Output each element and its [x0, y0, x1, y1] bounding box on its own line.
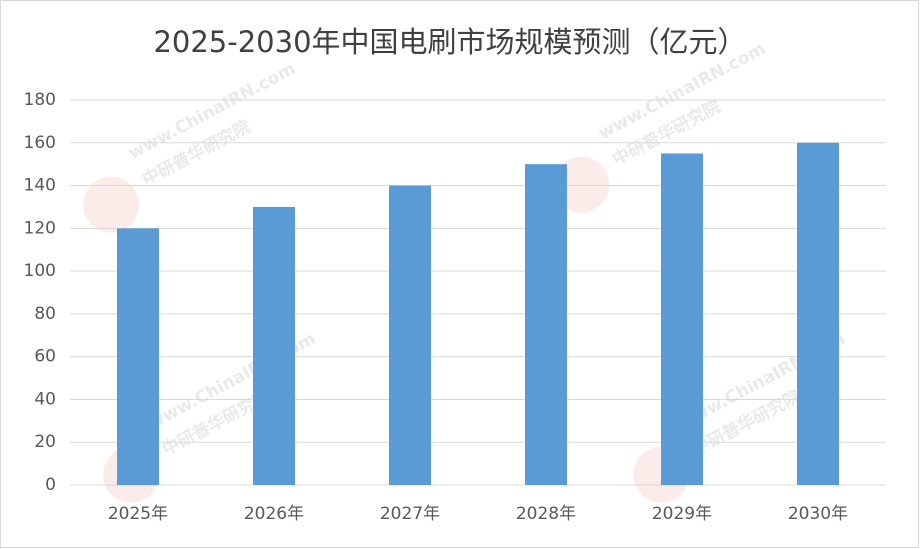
x-tick-label: 2030年: [788, 504, 848, 524]
y-tick-label: 40: [34, 389, 56, 409]
x-tick-label: 2029年: [652, 504, 712, 524]
y-tick-label: 60: [34, 347, 56, 367]
bar: [253, 206, 295, 485]
y-tick-label: 80: [34, 304, 56, 324]
watermark-logo: [83, 176, 140, 233]
y-tick-label: 20: [34, 432, 56, 452]
bar: [389, 185, 431, 486]
bar: [661, 153, 703, 485]
bar: [797, 142, 839, 485]
x-tick-label: 2026年: [244, 504, 304, 524]
x-tick-label: 2025年: [108, 504, 168, 524]
bar: [117, 228, 159, 486]
y-tick-label: 140: [24, 176, 56, 196]
chart-title: 2025-2030年中国电刷市场规模预测（亿元）: [153, 25, 746, 59]
watermark-logo: [553, 156, 610, 213]
bar: [525, 164, 567, 485]
y-tick-label: 0: [45, 475, 56, 495]
x-tick-label: 2028年: [516, 504, 576, 524]
x-tick-label: 2027年: [380, 504, 440, 524]
y-tick-label: 160: [24, 133, 56, 153]
y-tick-label: 180: [24, 90, 56, 110]
y-tick-label: 120: [24, 218, 56, 238]
y-tick-label: 100: [24, 261, 56, 281]
